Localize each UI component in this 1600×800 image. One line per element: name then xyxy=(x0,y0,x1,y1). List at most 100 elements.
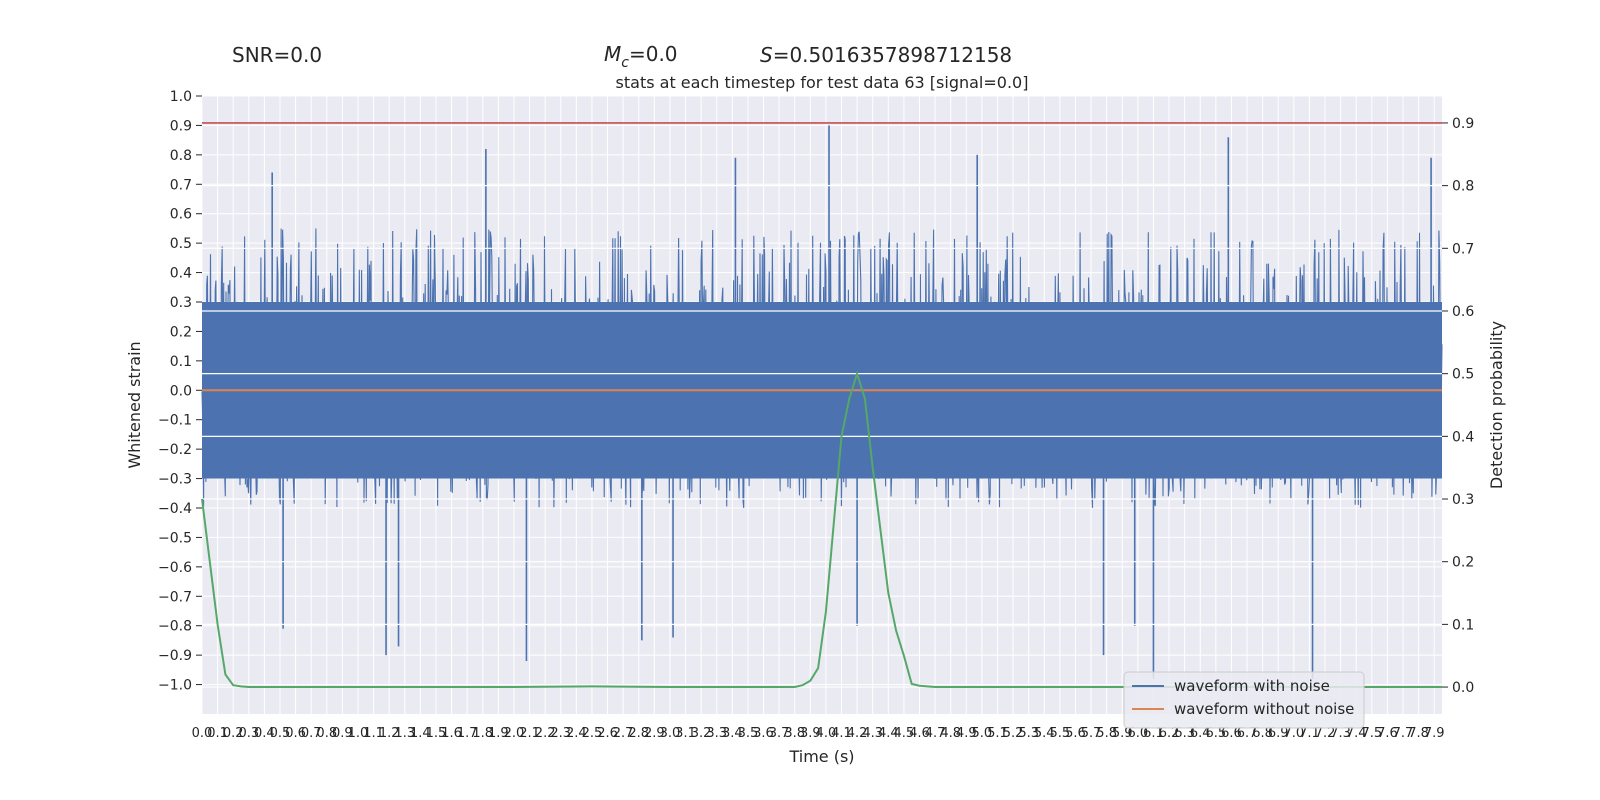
mc-value: =0.0 xyxy=(629,42,678,66)
right-tick-label: 0.6 xyxy=(1452,304,1474,320)
x-tick-label: 2.9 xyxy=(644,726,665,741)
x-tick-label: 7.2 xyxy=(1315,726,1336,741)
x-tick-label: 1.3 xyxy=(394,726,415,741)
right-tick-label: 0.9 xyxy=(1452,116,1474,132)
right-y-axis-label: Detection probability xyxy=(1487,321,1506,489)
x-tick-label: 3.6 xyxy=(753,726,774,741)
x-tick-label: 0.2 xyxy=(223,726,244,741)
x-tick-label: 1.2 xyxy=(379,726,400,741)
x-tick-label: 1.8 xyxy=(472,726,493,741)
left-tick-label: −0.7 xyxy=(158,589,192,605)
right-tick-label: 0.3 xyxy=(1452,492,1474,508)
left-tick-label: −0.2 xyxy=(158,442,192,458)
x-tick-label: 0.6 xyxy=(285,726,306,741)
x-tick-label: 6.4 xyxy=(1190,726,1211,741)
x-tick-label: 6.5 xyxy=(1205,726,1226,741)
left-tick-label: −0.8 xyxy=(158,619,192,635)
x-tick-label: 2.7 xyxy=(613,726,634,741)
x-tick-label: 0.3 xyxy=(238,726,259,741)
x-tick-label: 1.6 xyxy=(441,726,462,741)
x-tick-label: 0.9 xyxy=(332,726,353,741)
x-tick-label: 0.7 xyxy=(301,726,322,741)
x-tick-label: 0.1 xyxy=(207,726,228,741)
right-tick-label: 0.4 xyxy=(1452,429,1474,445)
x-tick-label: 6.7 xyxy=(1237,726,1258,741)
x-tick-label: 5.3 xyxy=(1018,726,1039,741)
x-tick-label: 4.0 xyxy=(816,726,837,741)
left-tick-label: −0.5 xyxy=(158,530,192,546)
x-tick-label: 3.9 xyxy=(800,726,821,741)
x-axis-label: Time (s) xyxy=(788,747,854,766)
x-tick-label: 7.9 xyxy=(1424,726,1445,741)
x-tick-label: 5.9 xyxy=(1112,726,1133,741)
s-label: S=0.5016357898712158 xyxy=(760,43,1012,67)
x-tick-label: 2.0 xyxy=(504,726,525,741)
x-tick-label: 7.8 xyxy=(1408,726,1429,741)
x-tick-label: 1.7 xyxy=(457,726,478,741)
right-tick-label: 0.2 xyxy=(1452,555,1474,571)
x-tick-label: 4.4 xyxy=(878,726,899,741)
chart-title: stats at each timestep for test data 63 … xyxy=(616,73,1029,92)
right-tick-label: 0.1 xyxy=(1452,617,1474,633)
x-tick-label: 6.3 xyxy=(1174,726,1195,741)
mc-symbol: M xyxy=(604,42,621,66)
x-tick-label: 2.5 xyxy=(582,726,603,741)
x-tick-label: 2.6 xyxy=(597,726,618,741)
x-tick-label: 7.3 xyxy=(1330,726,1351,741)
left-tick-label: −0.1 xyxy=(158,413,192,429)
x-tick-label: 4.8 xyxy=(940,726,961,741)
left-tick-label: −0.6 xyxy=(158,560,192,576)
x-tick-label: 2.3 xyxy=(550,726,571,741)
left-y-axis-label: Whitened strain xyxy=(125,341,144,468)
x-tick-label: 7.1 xyxy=(1299,726,1320,741)
x-tick-label: 0.5 xyxy=(270,726,291,741)
right-tick-label: 0.7 xyxy=(1452,241,1474,257)
right-tick-label: 0.0 xyxy=(1452,680,1474,696)
x-tick-label: 6.9 xyxy=(1268,726,1289,741)
x-tick-label: 3.0 xyxy=(660,726,681,741)
x-tick-label: 5.7 xyxy=(1081,726,1102,741)
x-tick-label: 2.4 xyxy=(566,726,587,741)
left-tick-label: 0.2 xyxy=(170,324,192,340)
x-tick-label: 2.1 xyxy=(519,726,540,741)
x-tick-label: 5.8 xyxy=(1096,726,1117,741)
x-tick-label: 1.4 xyxy=(410,726,431,741)
x-tick-label: 3.4 xyxy=(722,726,743,741)
left-tick-label: 0.5 xyxy=(170,236,192,252)
x-tick-label: 5.4 xyxy=(1034,726,1055,741)
x-tick-label: 3.7 xyxy=(769,726,790,741)
x-tick-label: 2.8 xyxy=(628,726,649,741)
x-tick-label: 3.3 xyxy=(706,726,727,741)
x-tick-label: 3.5 xyxy=(738,726,759,741)
x-tick-label: 2.2 xyxy=(535,726,556,741)
x-tick-label: 7.0 xyxy=(1283,726,1304,741)
x-tick-label: 4.5 xyxy=(894,726,915,741)
x-tick-label: 3.8 xyxy=(784,726,805,741)
x-tick-label: 0.0 xyxy=(192,726,213,741)
left-tick-label: 0.8 xyxy=(170,148,192,164)
right-tick-label: 0.8 xyxy=(1452,179,1474,195)
legend-label-waveform-without-noise: waveform without noise xyxy=(1174,700,1354,718)
x-tick-label: 7.5 xyxy=(1361,726,1382,741)
x-tick-label: 4.7 xyxy=(925,726,946,741)
x-tick-label: 7.7 xyxy=(1393,726,1414,741)
x-ticks: 0.00.10.20.30.40.50.60.70.80.91.01.11.21… xyxy=(192,726,1445,741)
legend: waveform with noise waveform without noi… xyxy=(1123,671,1365,729)
legend-label-waveform-with-noise: waveform with noise xyxy=(1174,677,1330,695)
legend-box xyxy=(1123,671,1365,729)
x-tick-label: 4.2 xyxy=(847,726,868,741)
x-tick-label: 7.6 xyxy=(1377,726,1398,741)
right-tick-label: 0.5 xyxy=(1452,367,1474,383)
x-tick-label: 4.3 xyxy=(862,726,883,741)
x-tick-label: 1.1 xyxy=(363,726,384,741)
left-tick-label: −1.0 xyxy=(158,678,192,694)
left-tick-label: −0.9 xyxy=(158,648,192,664)
x-tick-label: 7.4 xyxy=(1346,726,1367,741)
x-tick-label: 0.4 xyxy=(254,726,275,741)
x-tick-label: 1.0 xyxy=(348,726,369,741)
x-tick-label: 6.2 xyxy=(1159,726,1180,741)
x-tick-label: 5.5 xyxy=(1050,726,1071,741)
x-tick-label: 5.6 xyxy=(1065,726,1086,741)
series-detection-probability xyxy=(201,370,1442,688)
